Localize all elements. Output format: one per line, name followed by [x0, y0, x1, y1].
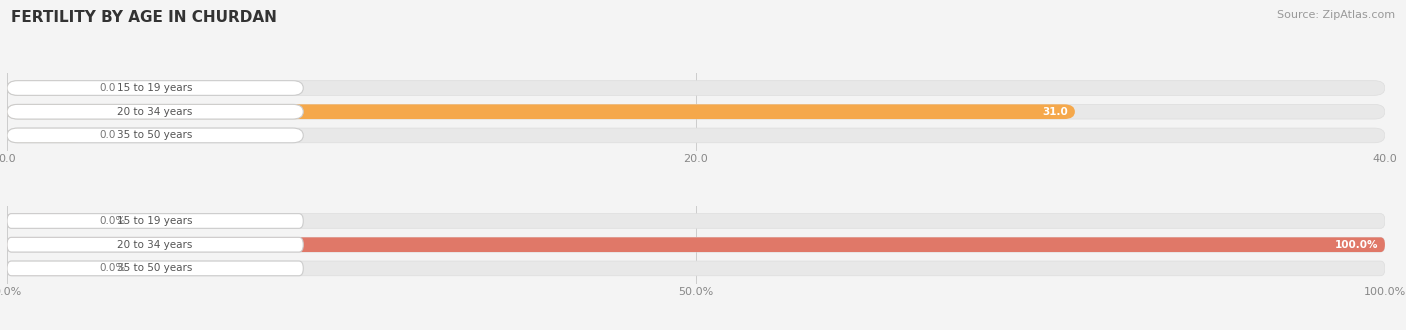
FancyBboxPatch shape: [7, 128, 1385, 143]
FancyBboxPatch shape: [7, 81, 83, 95]
Text: 20 to 34 years: 20 to 34 years: [118, 240, 193, 250]
FancyBboxPatch shape: [7, 237, 1385, 252]
Text: 0.0%: 0.0%: [100, 216, 125, 226]
FancyBboxPatch shape: [7, 261, 83, 276]
FancyBboxPatch shape: [7, 128, 304, 143]
FancyBboxPatch shape: [7, 81, 304, 95]
Text: 15 to 19 years: 15 to 19 years: [118, 216, 193, 226]
FancyBboxPatch shape: [7, 214, 1385, 228]
FancyBboxPatch shape: [7, 214, 304, 228]
FancyBboxPatch shape: [7, 261, 1385, 276]
Text: 0.0: 0.0: [100, 83, 115, 93]
FancyBboxPatch shape: [7, 237, 304, 252]
Text: FERTILITY BY AGE IN CHURDAN: FERTILITY BY AGE IN CHURDAN: [11, 10, 277, 25]
FancyBboxPatch shape: [7, 214, 83, 228]
FancyBboxPatch shape: [7, 104, 1074, 119]
Text: 0.0: 0.0: [100, 130, 115, 140]
Text: 20 to 34 years: 20 to 34 years: [118, 107, 193, 117]
Text: Source: ZipAtlas.com: Source: ZipAtlas.com: [1277, 10, 1395, 20]
Text: 0.0%: 0.0%: [100, 263, 125, 273]
Text: 15 to 19 years: 15 to 19 years: [118, 83, 193, 93]
FancyBboxPatch shape: [7, 128, 83, 143]
FancyBboxPatch shape: [7, 81, 1385, 95]
FancyBboxPatch shape: [7, 104, 304, 119]
FancyBboxPatch shape: [7, 261, 304, 276]
FancyBboxPatch shape: [7, 237, 1385, 252]
FancyBboxPatch shape: [7, 104, 1385, 119]
Text: 35 to 50 years: 35 to 50 years: [118, 263, 193, 273]
Text: 100.0%: 100.0%: [1334, 240, 1378, 250]
Text: 35 to 50 years: 35 to 50 years: [118, 130, 193, 140]
Text: 31.0: 31.0: [1042, 107, 1069, 117]
